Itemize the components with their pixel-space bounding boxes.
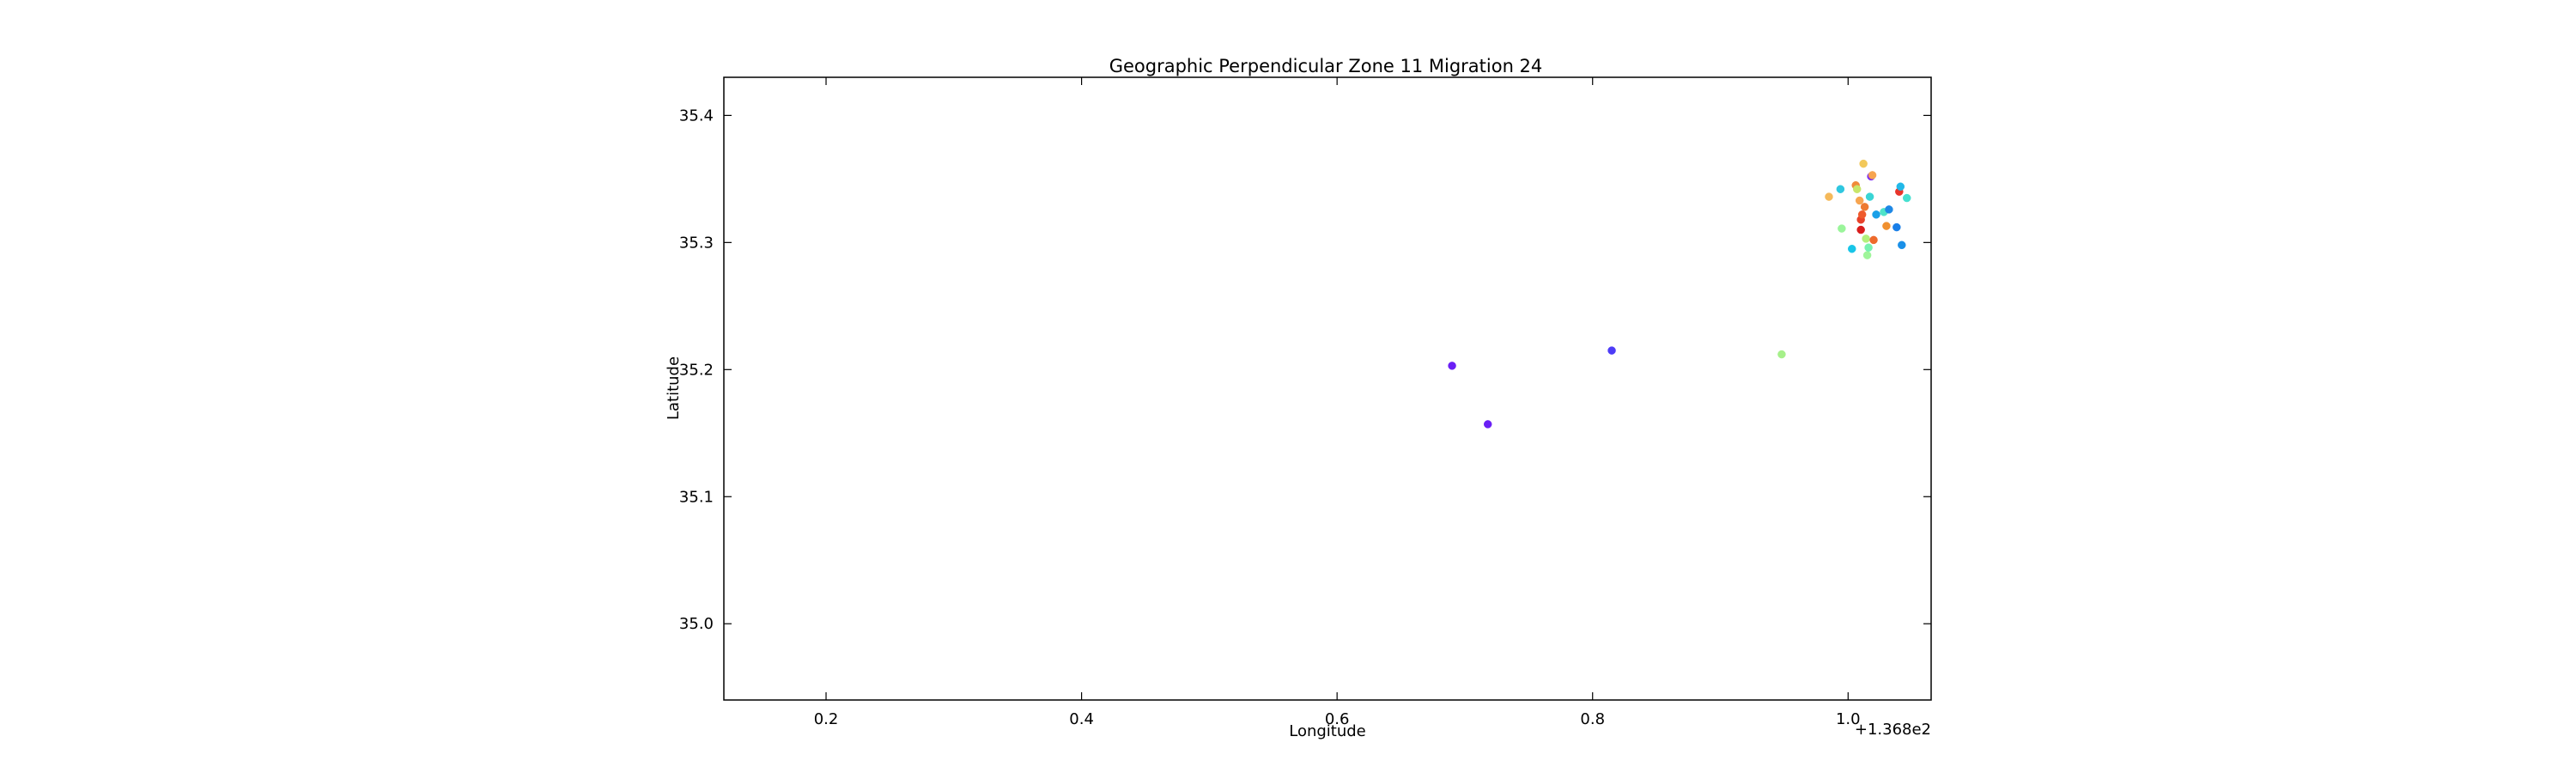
x-tick-label: 0.2	[814, 710, 839, 728]
x-axis-offset-label: +1.368e2	[1855, 721, 1931, 739]
data-point	[1864, 243, 1873, 253]
data-point	[1896, 182, 1905, 191]
data-point	[1856, 225, 1865, 234]
data-point	[1893, 222, 1901, 232]
data-point	[1898, 240, 1906, 250]
y-tick-label: 35.2	[679, 361, 714, 379]
x-tick-label: 0.4	[1069, 710, 1094, 728]
data-point	[1885, 205, 1893, 214]
data-point	[1872, 210, 1880, 219]
data-point	[1902, 193, 1911, 203]
data-point	[1857, 210, 1867, 219]
data-point	[1848, 244, 1856, 253]
data-point	[1607, 346, 1616, 355]
y-tick-label: 35.1	[679, 488, 714, 506]
data-point	[1862, 234, 1870, 243]
data-point	[1448, 362, 1456, 370]
y-axis-label: Latitude	[665, 356, 683, 420]
data-point	[1865, 192, 1874, 201]
axis-ticks: 0.2 0.4 0.6 0.8 1.0 35.0 35.1 35.2 35.3 35.4	[679, 77, 1931, 728]
chart-title: Geographic Perpendicular Zone 11 Migrati…	[1109, 56, 1543, 76]
data-point	[1852, 185, 1862, 193]
data-point	[1836, 185, 1845, 193]
data-point	[1862, 251, 1872, 259]
y-tick-label: 35.0	[679, 615, 714, 633]
data-point	[1483, 420, 1492, 429]
data-points	[1448, 159, 1911, 429]
data-point	[1777, 350, 1786, 359]
data-point	[1868, 171, 1877, 180]
data-point	[1859, 159, 1868, 168]
x-axis-label: Longitude	[1289, 722, 1366, 740]
y-tick-label: 35.4	[679, 107, 714, 125]
data-point	[1882, 222, 1891, 230]
data-point	[1855, 196, 1864, 205]
data-point	[1869, 235, 1878, 245]
y-tick-label: 35.3	[679, 234, 714, 252]
plot-frame	[723, 76, 1932, 701]
x-tick-label: 1.0	[1836, 710, 1861, 728]
x-tick-label: 0.8	[1580, 710, 1605, 728]
data-point	[1860, 203, 1869, 211]
x-tick-label: 0.6	[1325, 710, 1350, 728]
data-point	[1825, 192, 1833, 201]
data-point	[1838, 224, 1846, 233]
